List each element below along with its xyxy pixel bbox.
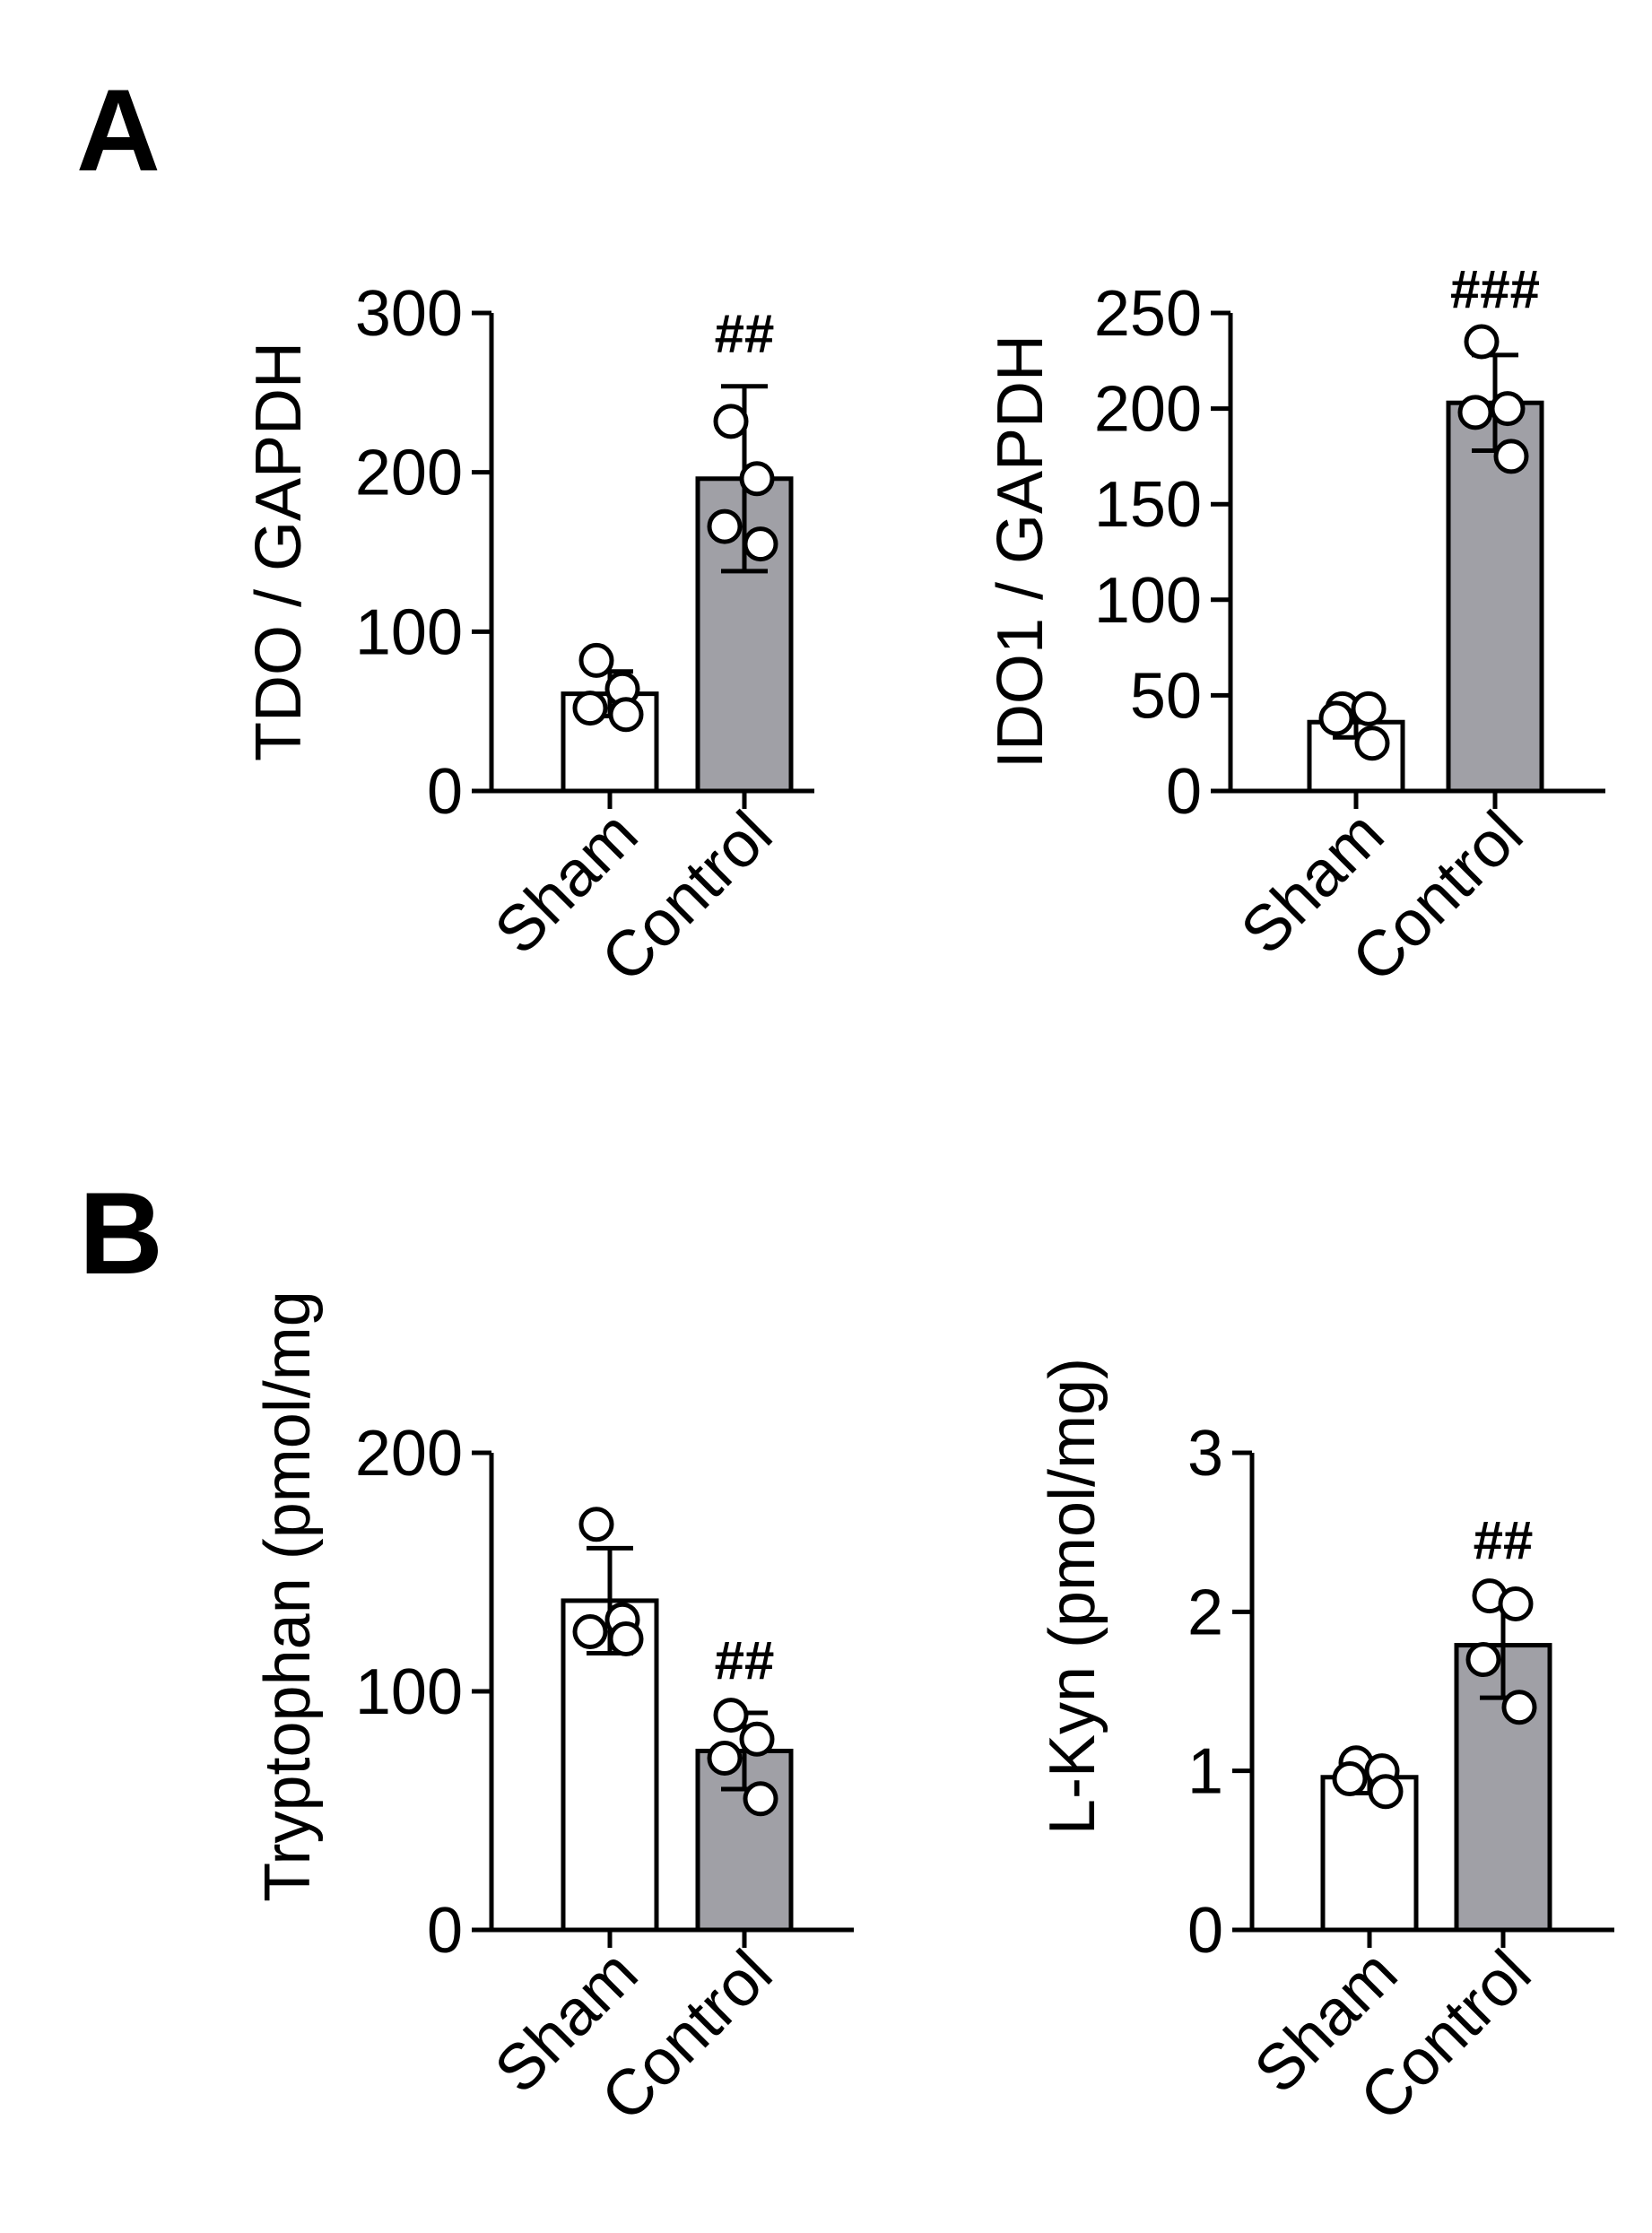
significance-marker: ##	[715, 304, 775, 364]
data-point	[1354, 726, 1390, 761]
data-point	[739, 461, 775, 497]
data-point	[743, 526, 778, 562]
data-point	[707, 1740, 743, 1776]
significance-marker: ###	[1450, 259, 1540, 319]
significance-marker: ##	[715, 1630, 775, 1690]
y-tick-label: 100	[1094, 565, 1202, 637]
data-point	[572, 691, 608, 726]
y-tick-label: 0	[427, 1895, 463, 1967]
data-point	[1464, 324, 1500, 360]
data-point	[713, 1698, 749, 1733]
data-point	[578, 642, 614, 678]
y-tick-label: 100	[355, 1656, 463, 1728]
y-tick-label: 2	[1187, 1577, 1223, 1648]
y-tick-label: 50	[1130, 660, 1202, 732]
y-axis-title: TDO / GAPDH	[243, 342, 315, 761]
data-point	[1368, 1774, 1404, 1810]
data-point	[572, 1614, 608, 1649]
data-point	[1351, 691, 1387, 726]
y-tick-label: 200	[355, 438, 463, 509]
y-axis-title: IDO1 / GAPDH	[985, 335, 1056, 769]
y-tick-label: 300	[355, 278, 463, 350]
y-tick-label: 3	[1187, 1418, 1223, 1490]
significance-marker: ##	[1474, 1510, 1534, 1570]
data-point	[707, 508, 743, 544]
bar-sham	[1320, 1775, 1419, 1933]
y-tick-label: 0	[1166, 756, 1202, 828]
data-point	[1501, 1690, 1537, 1725]
y-axis-title: L-Kyn (pmol/mg)	[1037, 1358, 1109, 1835]
data-point	[608, 697, 644, 733]
data-point	[1465, 1642, 1501, 1678]
data-point	[1493, 439, 1529, 474]
y-tick-label: 0	[1187, 1895, 1223, 1967]
y-tick-label: 0	[427, 756, 463, 828]
data-point	[1318, 700, 1354, 736]
y-tick-label: 150	[1094, 469, 1202, 541]
data-point	[743, 1781, 778, 1817]
bar-control	[1446, 400, 1544, 794]
panel-label-b: B	[79, 1168, 163, 1299]
y-axis-title: Tryptophan (pmol/mg	[252, 1290, 324, 1902]
y-tick-label: 200	[1094, 374, 1202, 446]
data-point	[713, 404, 749, 439]
panel-label-a: A	[76, 65, 161, 195]
data-point	[608, 1620, 644, 1656]
data-point	[1498, 1586, 1534, 1621]
data-point	[578, 1507, 614, 1542]
data-point	[1490, 391, 1526, 427]
y-tick-label: 1	[1187, 1736, 1223, 1808]
data-point	[1332, 1761, 1368, 1797]
y-tick-label: 250	[1094, 278, 1202, 350]
data-point	[739, 1721, 775, 1757]
data-point	[1457, 395, 1493, 430]
y-tick-label: 100	[355, 596, 463, 668]
y-tick-label: 200	[355, 1418, 463, 1490]
